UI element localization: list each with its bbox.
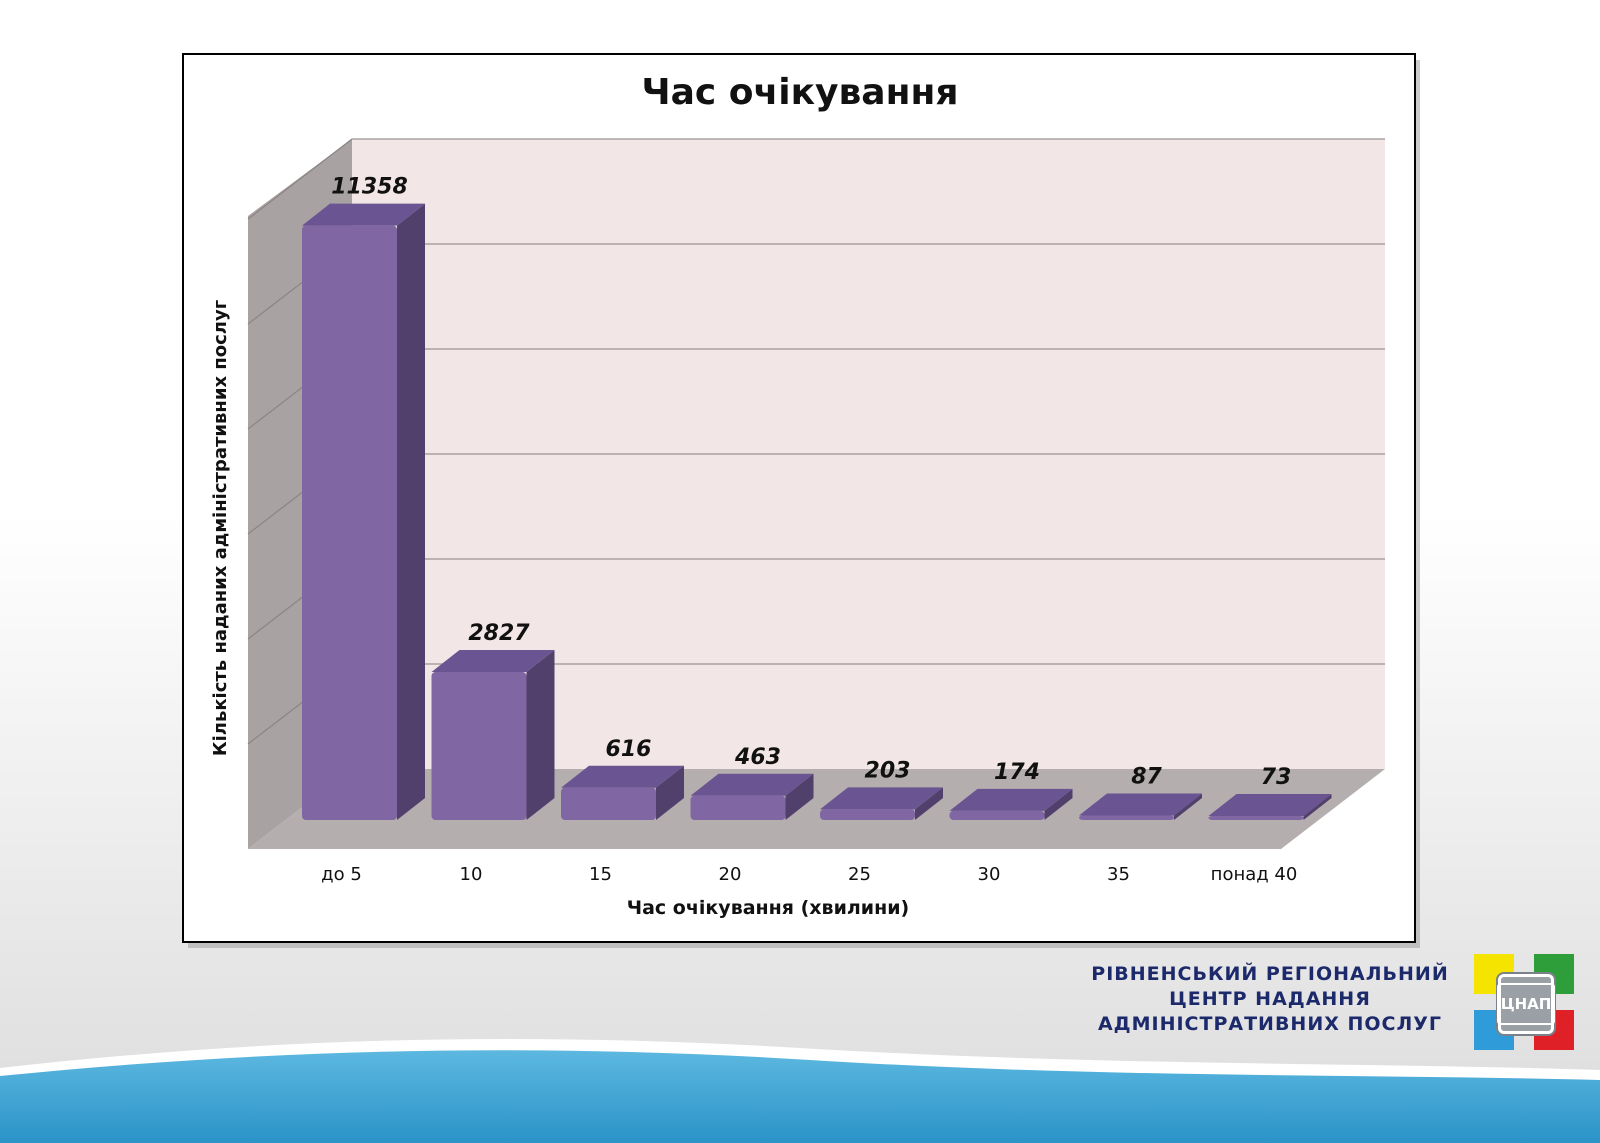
bar-top — [949, 788, 1073, 811]
category-label: 35 — [1107, 864, 1130, 885]
bar — [561, 765, 684, 820]
organization-line-3: АДМІНІСТРАТИВНИХ ПОСЛУГ — [1097, 1013, 1443, 1035]
bar-side — [1303, 794, 1332, 820]
bar-top — [820, 787, 943, 810]
ocean-wave — [0, 1050, 1600, 1143]
bar-front — [1208, 816, 1304, 820]
organization-line-2: ЦЕНТР НАДАННЯ — [1169, 988, 1371, 1010]
bar-top — [1079, 793, 1202, 816]
bar-top — [431, 650, 555, 673]
side-gridline — [247, 138, 353, 220]
x-axis-label: Час очікування (хвилини) — [627, 897, 910, 919]
category-label: 30 — [978, 864, 1001, 885]
chart-title: Час очікування — [642, 72, 959, 113]
data-label: 87 — [1131, 764, 1162, 789]
category-label: 20 — [719, 864, 742, 885]
bar — [820, 787, 943, 820]
bar — [302, 203, 425, 820]
organization-line-1: РІВНЕНСЬКИЙ РЕГІОНАЛЬНИЙ — [1091, 963, 1449, 985]
data-label: 174 — [994, 760, 1040, 785]
data-label: 616 — [606, 737, 652, 762]
bar-front — [690, 795, 786, 820]
category-label: 15 — [589, 864, 612, 885]
data-label: 11358 — [331, 175, 408, 200]
bar-top — [561, 765, 684, 788]
data-label: 2827 — [468, 621, 530, 646]
category-label: 25 — [848, 864, 871, 885]
data-label: 73 — [1261, 765, 1292, 790]
bar — [1208, 794, 1332, 820]
bar-front — [561, 787, 656, 820]
bar — [949, 788, 1073, 820]
bar-top — [1208, 794, 1332, 816]
bar-side — [656, 765, 684, 820]
logo-center: ЦНАП — [1496, 974, 1556, 1034]
bar-front — [820, 809, 915, 820]
bar-side — [785, 773, 814, 820]
bar-side — [1044, 788, 1073, 820]
bar-top — [690, 773, 814, 796]
y-axis-label: Кількість наданих адміністративних послу… — [210, 300, 231, 756]
category-label: до 5 — [321, 864, 362, 885]
data-label: 203 — [865, 758, 911, 783]
bar-front — [302, 225, 397, 820]
bar-side — [526, 650, 555, 820]
bar-front — [431, 672, 527, 820]
cnap-logo: ЦНАП — [1474, 954, 1574, 1050]
category-label: понад 40 — [1211, 864, 1298, 885]
bar-side — [397, 203, 425, 820]
bar — [690, 773, 814, 820]
bar — [431, 650, 555, 820]
bar-top — [302, 203, 425, 226]
category-label: 10 — [460, 864, 483, 885]
organization-name: РІВНЕНСЬКИЙ РЕГІОНАЛЬНИЙ ЦЕНТР НАДАННЯ А… — [1090, 962, 1450, 1037]
logo-text: ЦНАП — [1496, 983, 1556, 1025]
bar-side — [915, 787, 943, 820]
bar-front — [949, 810, 1045, 820]
data-label: 463 — [734, 745, 781, 770]
bar-side — [1174, 793, 1202, 820]
bar — [1079, 793, 1202, 820]
bar-front — [1079, 815, 1174, 820]
